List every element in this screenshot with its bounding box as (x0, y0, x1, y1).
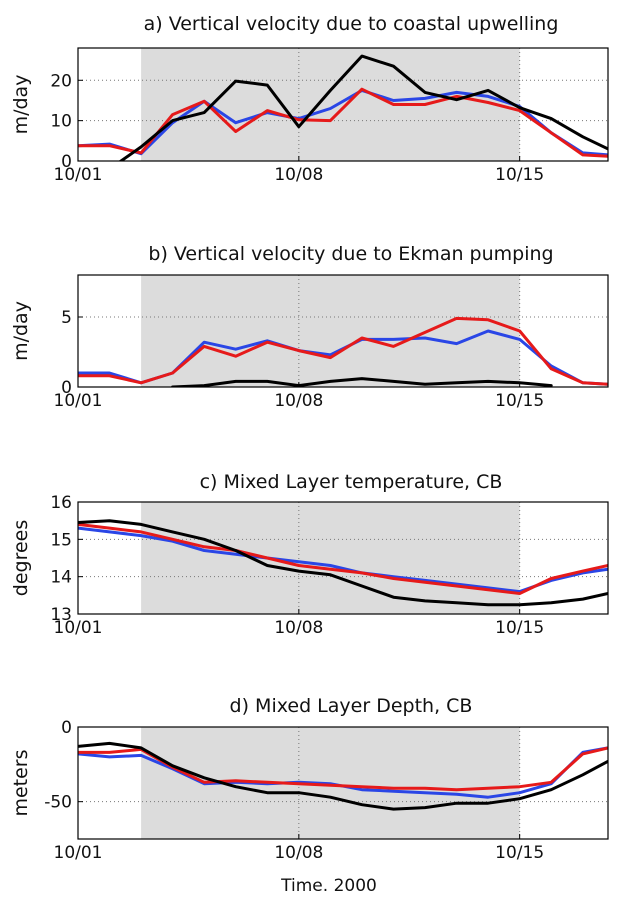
y-tick-label: 15 (50, 530, 72, 550)
y-tick-label: 14 (50, 568, 72, 588)
panels: 0 10 20 10/01 10/08 10/15 a) Vertical velocity… (10, 13, 609, 863)
x-tick-label: 10/01 (54, 618, 103, 638)
series-line-2 (78, 87, 608, 158)
y-tick-label: 16 (50, 493, 72, 513)
x-tick-label: 10/08 (274, 618, 323, 638)
x-tick-label: 10/01 (54, 843, 103, 863)
x-tick-label: 10/01 (54, 165, 103, 185)
series-group (78, 316, 608, 387)
panel-title: c) Mixed Layer temperature, CB (200, 471, 503, 493)
series-line-3 (171, 377, 553, 387)
x-tick-label: 10/15 (495, 391, 544, 411)
series-line-3 (78, 519, 608, 607)
y-tick-label: 0 (61, 718, 72, 738)
axes-frame (77, 47, 609, 162)
panel-2: 0 5 10/01 10/08 10/15 b) Vertical velocity du… (10, 243, 609, 411)
x-tick-label: 10/08 (274, 165, 323, 185)
shaded-period (141, 48, 520, 161)
x-tick-label: 10/08 (274, 843, 323, 863)
y-axis-label: m/day (10, 75, 32, 135)
series-line-2 (78, 316, 608, 386)
panel-title: a) Vertical velocity due to coastal upwe… (144, 13, 559, 35)
axes-frame (77, 501, 609, 615)
series-group (78, 519, 608, 607)
y-tick-label: 13 (50, 605, 72, 625)
shaded-period (141, 502, 520, 614)
x-tick-label: 10/15 (495, 618, 544, 638)
panel-4: -50 0 10/01 10/08 10/15 d) Mixed Layer Depth,… (10, 695, 609, 863)
x-tick-label: 10/15 (495, 843, 544, 863)
axes-frame (77, 726, 609, 840)
series-group (78, 54, 608, 161)
series-line-3 (118, 54, 608, 161)
x-tick-label: 10/08 (274, 391, 323, 411)
y-axis-label: m/day (10, 301, 32, 361)
y-tick-label: 0 (61, 152, 72, 172)
panel-title: b) Vertical velocity due to Ekman pumpin… (148, 243, 553, 265)
x-tick-label: 10/15 (495, 165, 544, 185)
y-tick-label: 5 (61, 308, 72, 328)
y-tick-label: -50 (44, 793, 72, 813)
y-axis-label: meters (10, 749, 32, 816)
panel-1: 0 10 20 10/01 10/08 10/15 a) Vertical velocity… (10, 13, 609, 185)
y-tick-label: 20 (50, 71, 72, 91)
axes-frame (77, 274, 609, 388)
series-line-3 (78, 741, 608, 811)
x-tick-label: 10/01 (54, 391, 103, 411)
series-group (78, 741, 608, 811)
figure-xlabel: Time. 2000 (280, 876, 377, 896)
panel-title: d) Mixed Layer Depth, CB (230, 695, 473, 717)
y-axis-label: degrees (10, 520, 32, 596)
shaded-period (141, 275, 520, 387)
y-tick-label: 0 (61, 378, 72, 398)
y-tick-label: 10 (50, 112, 72, 132)
series-line-2 (78, 522, 608, 595)
panel-3: 13 14 15 16 10/01 10/08 10/15 c) Mixed Layer te… (10, 471, 609, 638)
